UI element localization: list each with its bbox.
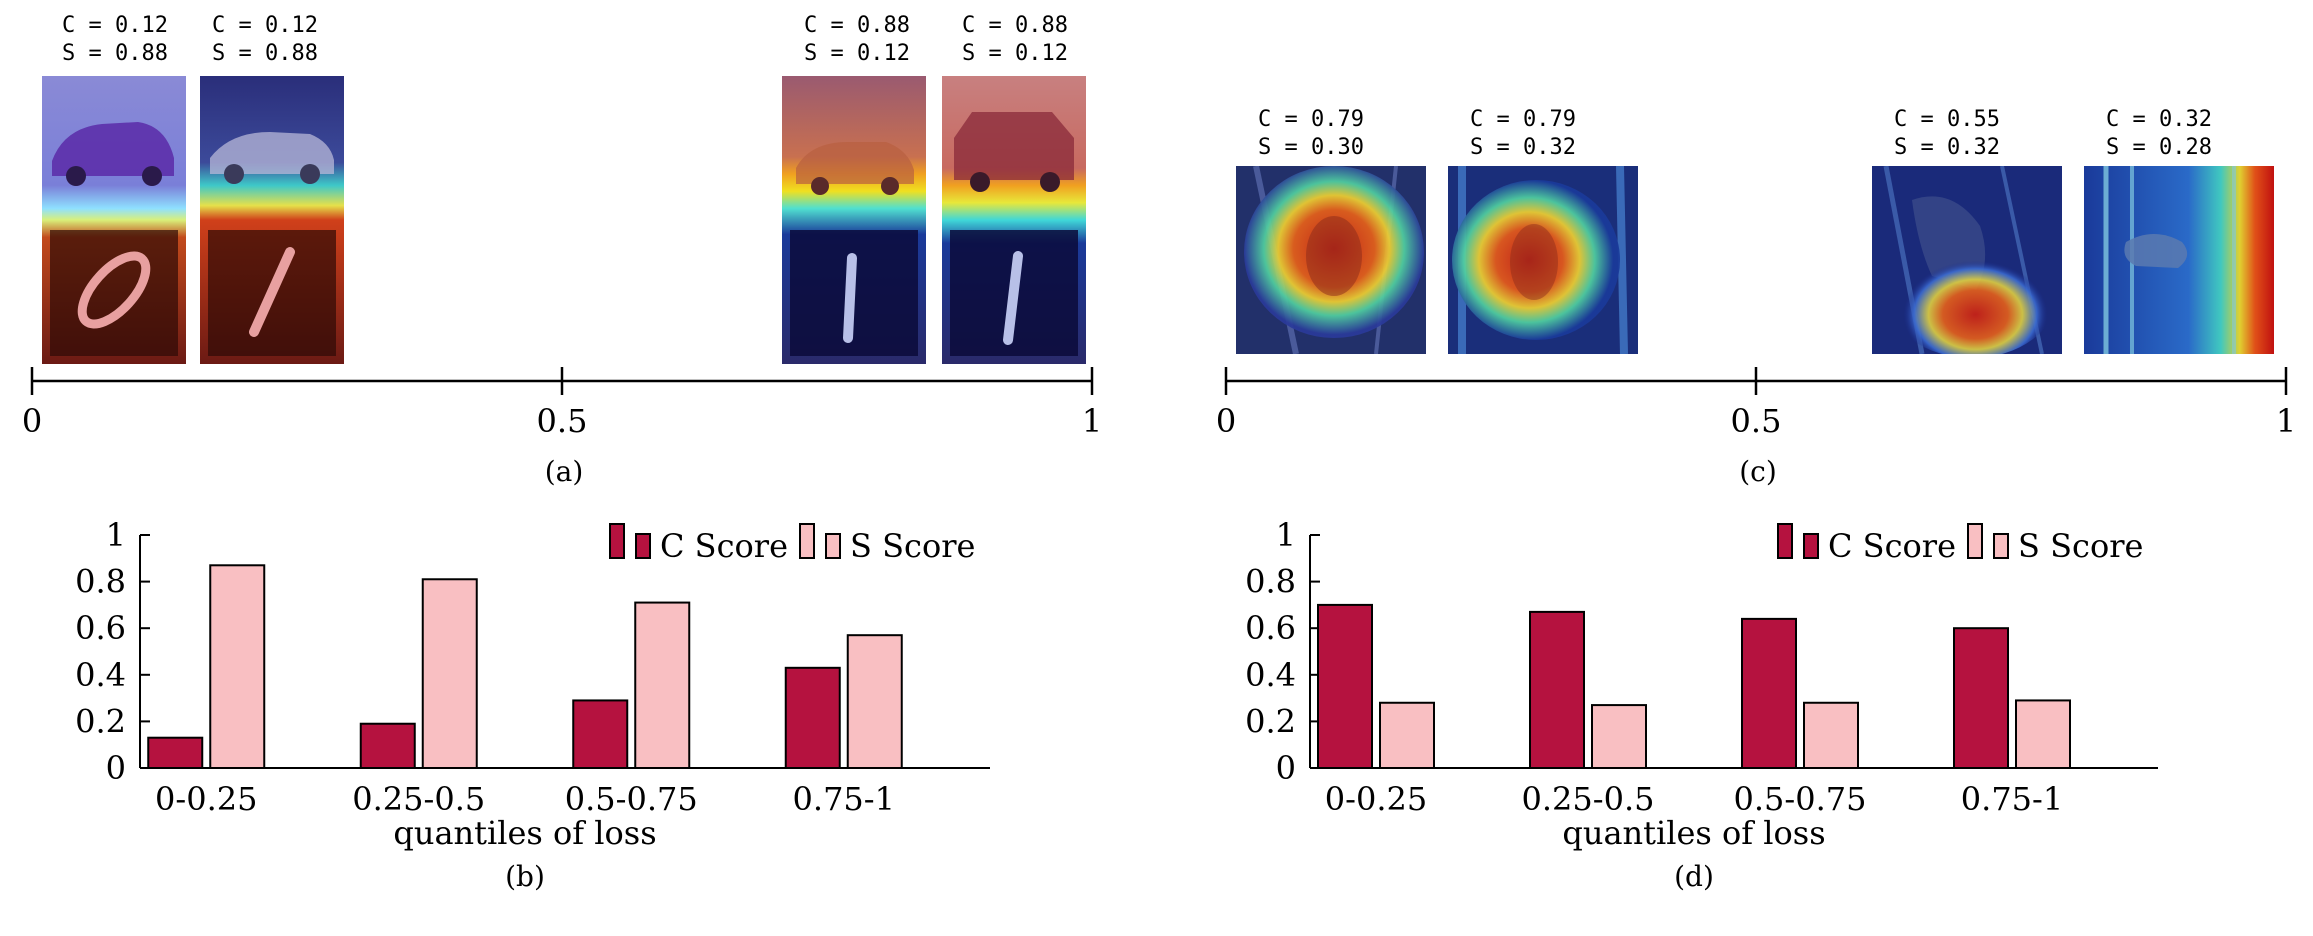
sample-score-label: C = 0.12 S = 0.88 — [40, 12, 190, 68]
legend-swatch — [1777, 523, 1793, 559]
x-tick-label: 0.5-0.75 — [565, 780, 698, 818]
legend-swatch — [1803, 533, 1819, 559]
legend-swatch — [799, 523, 815, 559]
bar-s-score — [1803, 701, 1859, 769]
legend-swatch — [1967, 523, 1983, 559]
x-axis-label: quantiles of loss — [1562, 814, 1825, 852]
panel-a: C = 0.12 S = 0.88 C = 0.12 S = 0.88 C = … — [0, 0, 1120, 490]
sample-score-label: C = 0.79 S = 0.30 — [1236, 106, 1386, 162]
bar-s-score — [846, 634, 903, 769]
x-tick-label: 0.75-1 — [1961, 780, 2063, 818]
score-number-line — [1224, 367, 2288, 395]
sample-score-label: C = 0.88 S = 0.12 — [940, 12, 1090, 68]
bar-chart-b: 0 0.2 0.4 0.6 0.8 1 0-0.25 0.25-0.5 0.5-0.75 0.75… — [75, 516, 990, 893]
sample-score-label: C = 0.32 S = 0.28 — [2084, 106, 2234, 162]
y-tick-label: 0.4 — [75, 656, 126, 694]
legend-label: S Score — [850, 527, 975, 565]
s-score-label: S = 0.12 — [804, 41, 910, 66]
y-tick-label: 0 — [1276, 749, 1296, 787]
sample-score-label: C = 0.12 S = 0.88 — [190, 12, 340, 68]
bar-s-score — [1379, 701, 1435, 769]
bird-heatmap-thumbnail — [1236, 166, 1426, 354]
bar-c-score — [572, 699, 629, 769]
panel-caption: (a) — [544, 455, 584, 488]
bar-c-score — [359, 722, 416, 769]
s-score-label: S = 0.88 — [62, 41, 168, 66]
y-tick-label: 0 — [106, 749, 126, 787]
axis-tick-label: 0 — [21, 402, 43, 440]
y-tick-label: 0.2 — [1245, 702, 1296, 740]
y-tick-label: 0.2 — [75, 702, 126, 740]
s-score-label: S = 0.28 — [2106, 135, 2212, 160]
y-tick-label: 1 — [106, 516, 126, 554]
panel-caption: (b) — [505, 860, 545, 893]
bar-c-score — [784, 666, 841, 769]
y-tick-label: 0.8 — [1245, 563, 1296, 601]
s-score-label: S = 0.32 — [1470, 135, 1576, 160]
bird-heatmap-thumbnail — [1872, 166, 2062, 354]
s-score-label: S = 0.32 — [1894, 135, 2000, 160]
x-tick-label: 0.75-1 — [793, 780, 895, 818]
c-score-label: C = 0.12 — [212, 13, 318, 38]
axis-tick-label: 1 — [1081, 402, 1103, 440]
y-tick-label: 0.8 — [75, 563, 126, 601]
legend-label: C Score — [1828, 527, 1956, 565]
x-axis-label: quantiles of loss — [393, 814, 656, 852]
x-tick-label: 0.25-0.5 — [1522, 780, 1655, 818]
bar-s-score — [2015, 699, 2071, 769]
y-tick-label: 0.4 — [1245, 656, 1296, 694]
bar-c-score — [1317, 603, 1373, 770]
x-tick-label: 0.5-0.75 — [1734, 780, 1867, 818]
x-tick-label: 0-0.25 — [155, 780, 257, 818]
axis-tick-label: 0 — [1215, 402, 1237, 440]
legend-swatch — [825, 533, 841, 559]
legend-label: C Score — [660, 527, 788, 565]
x-tick-label: 0.25-0.5 — [352, 780, 485, 818]
legend-swatch — [1993, 533, 2009, 559]
y-tick-label: 0.6 — [1245, 609, 1296, 647]
car-digit-heatmap-thumbnail — [942, 76, 1086, 364]
c-score-label: C = 0.12 — [62, 13, 168, 38]
panel-caption: (c) — [1739, 455, 1777, 488]
c-score-label: C = 0.88 — [804, 13, 910, 38]
bar-c-score — [147, 736, 204, 770]
axis-tick-label: 0.5 — [536, 402, 588, 440]
c-score-label: C = 0.79 — [1258, 107, 1364, 132]
legend-swatch — [635, 533, 651, 559]
y-tick-label: 1 — [1276, 516, 1296, 554]
bird-heatmap-thumbnail — [1448, 166, 1638, 354]
sample-score-label: C = 0.88 S = 0.12 — [782, 12, 932, 68]
legend-swatch — [609, 523, 625, 559]
axis-tick-label: 1 — [2275, 402, 2297, 440]
c-score-label: C = 0.88 — [962, 13, 1068, 38]
panel-caption: (d) — [1674, 860, 1714, 893]
score-number-line — [30, 367, 1094, 395]
bar-s-score — [209, 564, 266, 770]
s-score-label: S = 0.12 — [962, 41, 1068, 66]
bar-c-score — [1529, 610, 1585, 769]
s-score-label: S = 0.88 — [212, 41, 318, 66]
bar-s-score — [634, 601, 691, 769]
legend-label: S Score — [2018, 527, 2143, 565]
car-digit-heatmap-thumbnail — [200, 76, 344, 364]
s-score-label: S = 0.30 — [1258, 135, 1364, 160]
bar-s-score — [421, 578, 478, 769]
bar-c-score — [1953, 627, 2009, 769]
c-score-label: C = 0.55 — [1894, 107, 2000, 132]
bar-s-score — [1591, 704, 1647, 769]
bar-chart-d: 0 0.2 0.4 0.6 0.8 1 0-0.25 0.25-0.5 0.5-0.75 0.75… — [1245, 516, 2158, 893]
x-tick-label: 0-0.25 — [1325, 780, 1427, 818]
car-digit-heatmap-thumbnail — [42, 76, 186, 364]
y-tick-label: 0.6 — [75, 609, 126, 647]
sample-score-label: C = 0.79 S = 0.32 — [1448, 106, 1598, 162]
car-digit-heatmap-thumbnail — [782, 76, 926, 364]
panel-c: C = 0.79 S = 0.30 C = 0.79 S = 0.32 C = … — [1190, 0, 2310, 490]
c-score-label: C = 0.79 — [1470, 107, 1576, 132]
sample-score-label: C = 0.55 S = 0.32 — [1872, 106, 2022, 162]
axis-tick-label: 0.5 — [1730, 402, 1782, 440]
bird-heatmap-thumbnail — [2084, 166, 2274, 354]
c-score-label: C = 0.32 — [2106, 107, 2212, 132]
bar-c-score — [1741, 617, 1797, 769]
